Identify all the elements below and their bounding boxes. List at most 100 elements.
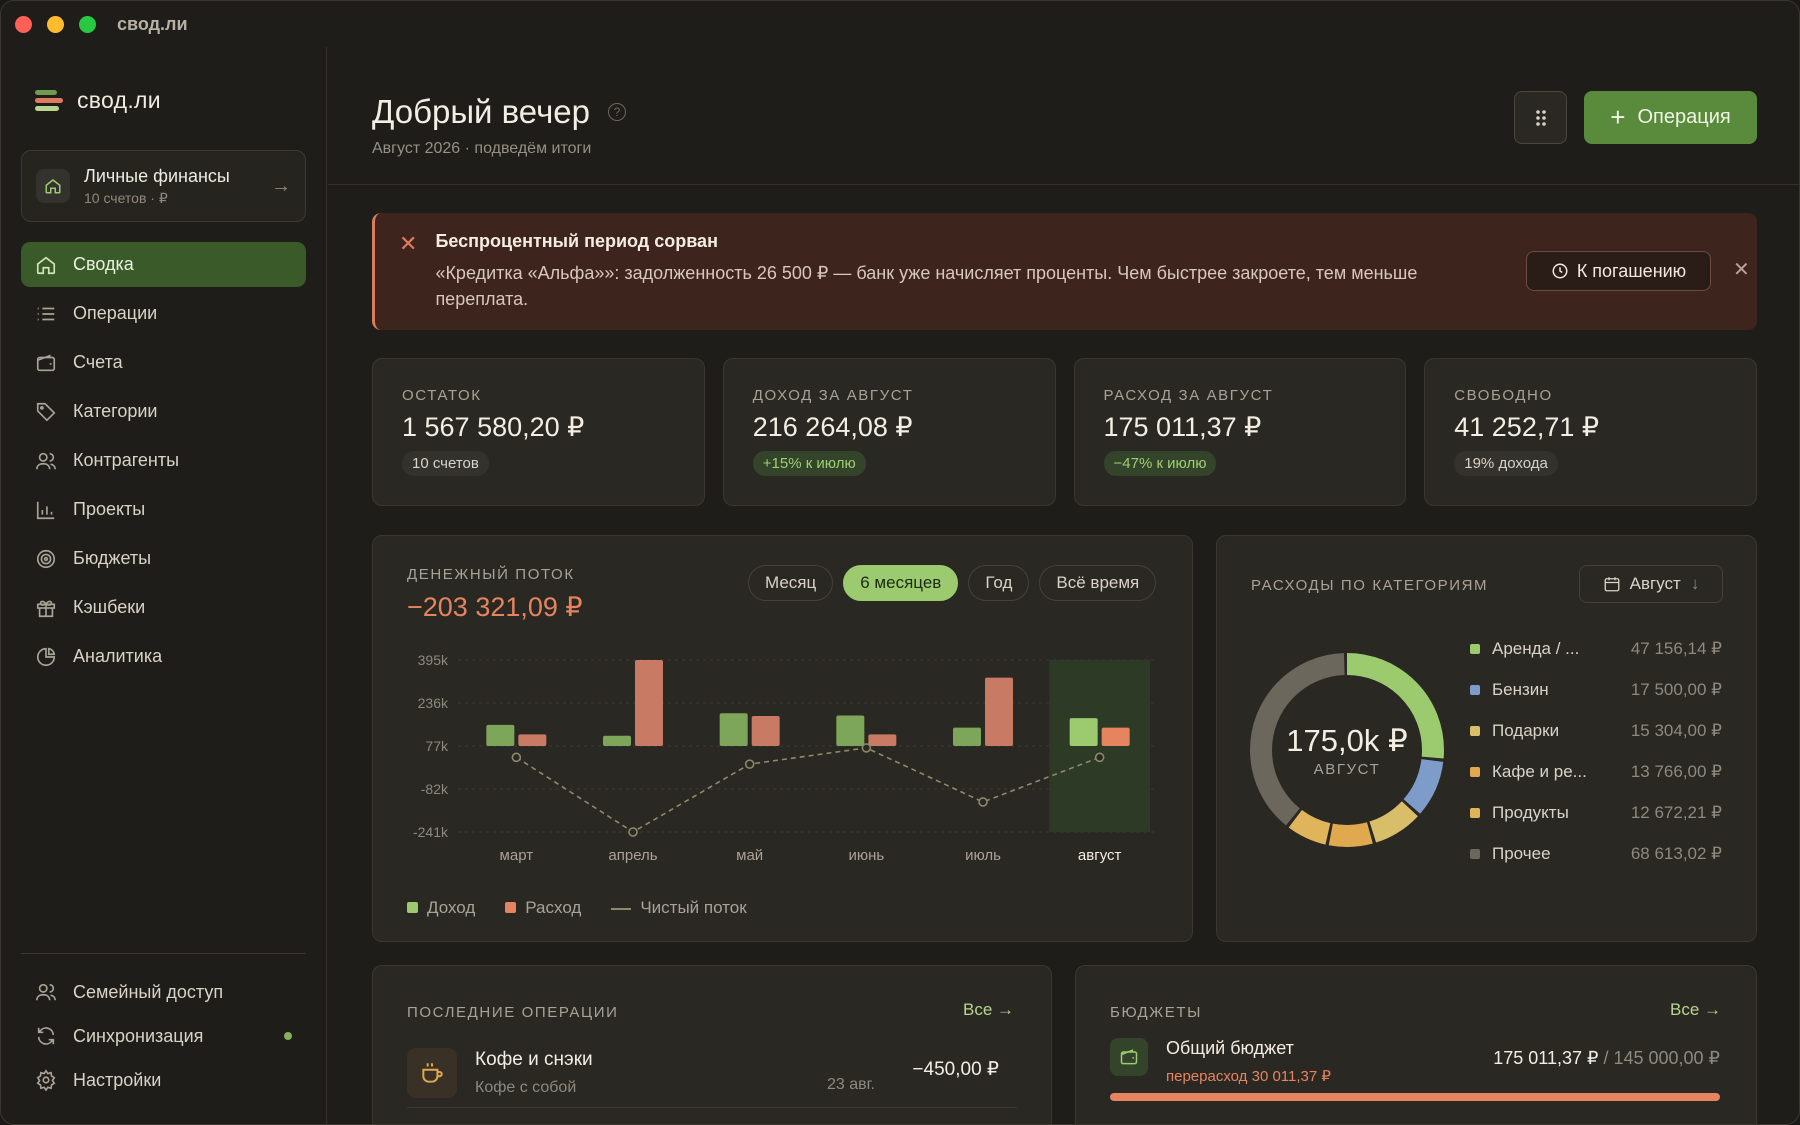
nav-item-label: Синхронизация	[73, 1025, 204, 1046]
period-6-months-tab[interactable]: 6 месяцев	[843, 565, 959, 601]
nav-item-budgets[interactable]: Бюджеты	[21, 536, 306, 581]
clock-icon	[1552, 263, 1568, 279]
categories-label: РАСХОДЫ ПО КАТЕГОРИЯМ	[1251, 577, 1489, 594]
net-flow-point	[628, 827, 638, 837]
cashflow-chart: 395k 236k 77k -82k -241k март апрель май июнь июл…	[413, 652, 1158, 864]
error-x-icon: ✕	[399, 231, 418, 256]
net-flow-point	[1094, 752, 1105, 763]
category-row[interactable]: Прочее 68 613,02 ₽	[1470, 833, 1722, 874]
logo-icon	[35, 88, 65, 114]
kpi-card-free[interactable]: СВОБОДНО 41 252,71 ₽ 19% дохода	[1424, 358, 1757, 506]
kpi-card-income[interactable]: ДОХОД ЗА АВГУСТ 216 264,08 ₽ +15% к июлю	[722, 358, 1056, 506]
recent-label: ПОСЛЕДНИЕ ОПЕРАЦИИ	[407, 1004, 619, 1021]
kpi-label: ДОХОД ЗА АВГУСТ	[752, 387, 914, 404]
recent-all-link[interactable]: Все →	[963, 1000, 1015, 1019]
donut-total: 175,0k ₽	[1286, 722, 1408, 758]
brand[interactable]: свод.ли	[35, 87, 161, 114]
income-bar	[603, 735, 631, 746]
target-icon	[36, 549, 56, 568]
cashflow-card: ДЕНЕЖНЫЙ ПОТОК −203 321,09 ₽ Месяц 6 мес…	[372, 535, 1193, 942]
nav-item-categories[interactable]: Категории	[21, 389, 306, 434]
operation-row[interactable]: Кофе и снэки Кофе с собой 23 авг. −450,0…	[407, 1038, 1017, 1108]
kpi-value: 41 252,71 ₽	[1454, 412, 1600, 442]
sidebar: свод.ли Личные финансы 10 счетов · ₽ → С…	[1, 47, 327, 1124]
category-list: Аренда / ... 47 156,14 ₽ Бензин 17 500,00 …	[1470, 628, 1722, 874]
period-year-tab[interactable]: Год	[968, 565, 1030, 601]
categories-card: РАСХОДЫ ПО КАТЕГОРИЯМ Август ↓ 175,0k ₽ …	[1216, 535, 1757, 942]
y-tick-label: 395k	[418, 652, 449, 668]
widgets-menu-button[interactable]	[1514, 91, 1567, 144]
period-selector: Месяц 6 месяцев Год Всё время	[748, 565, 1157, 601]
nav-item-settings[interactable]: Настройки	[21, 1060, 306, 1100]
legend-income: Доход	[407, 898, 475, 918]
kpi-label: ОСТАТОК	[402, 387, 482, 404]
category-row[interactable]: Бензин 17 500,00 ₽	[1470, 669, 1722, 710]
budgets-label: БЮДЖЕТЫ	[1110, 1004, 1202, 1021]
go-to-repayment-button[interactable]: К погашению	[1526, 251, 1711, 291]
home-icon	[36, 256, 56, 274]
kpi-value: 216 264,08 ₽	[752, 412, 913, 442]
net-flow-point	[511, 752, 522, 763]
workspace-switcher[interactable]: Личные финансы 10 счетов · ₽ →	[21, 150, 306, 222]
nav-item-label: Настройки	[73, 1069, 162, 1090]
net-flow-line	[515, 747, 1100, 833]
category-row[interactable]: Подарки 15 304,00 ₽	[1470, 710, 1722, 751]
page-title: Добрый вечер ?	[372, 93, 626, 131]
nav-item-label: Бюджеты	[73, 548, 152, 568]
calendar-icon	[1604, 577, 1620, 592]
nav-item-label: Проекты	[73, 499, 146, 519]
greeting-text: Добрый вечер	[372, 93, 590, 130]
maximize-window-button[interactable]	[79, 15, 96, 33]
period-month-tab[interactable]: Месяц	[748, 565, 834, 601]
nav-item-operations[interactable]: Операции	[21, 291, 306, 336]
arrow-right-icon: →	[271, 174, 291, 197]
month-selector-value: Август	[1629, 574, 1681, 593]
nav-item-cashback[interactable]: Кэшбеки	[21, 585, 306, 630]
close-window-button[interactable]	[15, 15, 32, 33]
expense-bar	[868, 734, 897, 746]
categories-donut	[1250, 653, 1444, 847]
kpi-label: СВОБОДНО	[1454, 387, 1553, 404]
alert-banner: ✕ Беспроцентный период сорван «Кредитка …	[372, 213, 1757, 330]
income-bar	[836, 715, 865, 746]
wallet-icon	[1110, 1038, 1148, 1076]
budgets-card: БЮДЖЕТЫ Все → Общий бюджет перерасход 30…	[1075, 965, 1757, 1124]
month-selector[interactable]: Август ↓	[1579, 565, 1723, 603]
kpi-card-balance[interactable]: ОСТАТОК 1 567 580,20 ₽ 10 счетов	[372, 358, 705, 506]
period-all-time-tab[interactable]: Всё время	[1039, 565, 1157, 601]
titlebar: свод.ли	[1, 1, 1799, 47]
kpi-cards: ОСТАТОК 1 567 580,20 ₽ 10 счетов ДОХОД З…	[372, 358, 1757, 506]
category-row[interactable]: Кафе и ре... 13 766,00 ₽	[1470, 751, 1722, 792]
add-operation-label: Операция	[1637, 106, 1731, 128]
kpi-badge: 10 счетов	[402, 451, 489, 476]
kpi-card-expense[interactable]: РАСХОД ЗА АВГУСТ 175 011,37 ₽ −47% к июл…	[1073, 358, 1407, 506]
nav-item-counterparties[interactable]: Контрагенты	[21, 438, 306, 483]
operation-subtitle: Кофе с собой	[475, 1078, 577, 1096]
nav-item-projects[interactable]: Проекты	[21, 487, 306, 532]
nav-item-analytics[interactable]: Аналитика	[21, 634, 306, 679]
kpi-label: РАСХОД ЗА АВГУСТ	[1103, 387, 1274, 404]
income-bar	[486, 724, 515, 746]
alert-text: «Кредитка «Альфа»»: задолженность 26 500…	[435, 263, 1418, 309]
help-icon[interactable]: ?	[607, 103, 626, 121]
category-row[interactable]: Аренда / ... 47 156,14 ₽	[1470, 628, 1722, 669]
minimize-window-button[interactable]	[47, 15, 64, 33]
expense-bar	[751, 715, 780, 746]
close-alert-icon[interactable]: ✕	[1733, 259, 1750, 281]
kpi-value: 175 011,37 ₽	[1103, 412, 1262, 442]
add-operation-button[interactable]: + Операция	[1584, 91, 1757, 144]
net-flow-point	[861, 743, 872, 753]
wallet-icon	[36, 353, 56, 371]
nav-item-sync[interactable]: Синхронизация	[21, 1016, 306, 1056]
x-tick-label: май	[736, 847, 763, 864]
list-icon	[37, 307, 55, 320]
tag-icon	[36, 402, 56, 421]
nav-item-family-access[interactable]: Семейный доступ	[21, 972, 306, 1012]
budgets-all-link[interactable]: Все →	[1670, 1000, 1722, 1019]
y-tick-label: 236k	[418, 695, 449, 711]
nav-item-label: Семейный доступ	[73, 981, 224, 1002]
nav-item-summary[interactable]: Сводка	[21, 242, 306, 287]
expense-bar	[518, 734, 547, 746]
nav-item-accounts[interactable]: Счета	[21, 340, 306, 385]
category-row[interactable]: Продукты 12 672,21 ₽	[1470, 792, 1722, 833]
